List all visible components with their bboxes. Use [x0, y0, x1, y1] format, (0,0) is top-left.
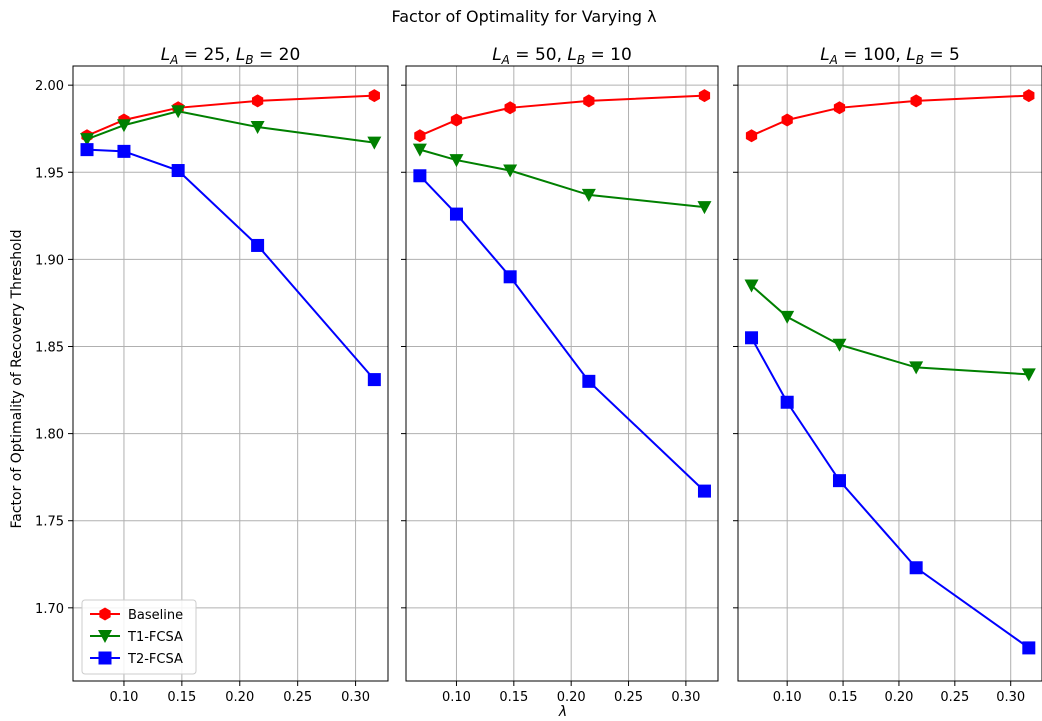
x-tick-label: 0.10 — [109, 690, 138, 705]
plot-frame — [737, 65, 1042, 682]
x-tick-label: 0.15 — [167, 690, 196, 705]
y-tick-label: 1.80 — [35, 428, 64, 443]
y-tick-label: 1.95 — [35, 166, 64, 181]
data-point-t1-fcsa — [1021, 368, 1036, 382]
data-point-baseline — [745, 129, 758, 143]
subplot-title: LA = 25, LB = 20 — [161, 45, 301, 67]
series-line-baseline — [419, 94, 705, 137]
data-point-t1-fcsa — [449, 154, 464, 168]
y-tick-label: 2.00 — [35, 79, 64, 94]
series-line-t1-fcsa — [86, 110, 375, 144]
data-point-baseline — [910, 94, 922, 108]
data-point-t1-fcsa — [503, 164, 518, 178]
data-point-t2-fcsa — [780, 395, 794, 409]
subplot-2: 0.10 0.15 0.20 0.25 0.30 LA = 50, LB = 10 — [401, 45, 719, 705]
y-axis-label: Factor of Optimality of Recovery Thresho… — [9, 229, 25, 528]
data-point-t1-fcsa — [80, 133, 95, 147]
x-tick-label: 0.10 — [442, 690, 471, 705]
data-point-baseline — [504, 101, 516, 115]
legend-label: T1-FCSA — [127, 630, 183, 645]
x-tick-label: 0.25 — [283, 690, 312, 705]
data-point-t2-fcsa — [697, 484, 711, 498]
x-axis-label: λ — [558, 704, 567, 720]
data-point-t1-fcsa — [367, 136, 382, 150]
y-tick-label: 1.75 — [35, 515, 64, 530]
data-point-baseline — [414, 129, 426, 143]
data-point-t2-fcsa — [1022, 641, 1036, 655]
data-point-t1-fcsa — [581, 188, 596, 202]
series-line-t2-fcsa — [419, 175, 706, 492]
data-point-t1-fcsa — [171, 105, 186, 119]
x-tick-label: 0.15 — [829, 690, 858, 705]
data-point-t1-fcsa — [697, 201, 712, 215]
data-point-baseline — [368, 89, 380, 103]
data-point-baseline — [583, 94, 595, 108]
x-tick-label: 0.25 — [940, 690, 969, 705]
data-point-t1-fcsa — [250, 120, 265, 134]
data-point-baseline — [833, 101, 846, 115]
x-tick-label: 0.30 — [341, 690, 370, 705]
data-point-t1-fcsa — [412, 143, 427, 157]
x-tick-label: 0.10 — [773, 690, 802, 705]
data-point-t2-fcsa — [171, 164, 185, 178]
series-line-t1-fcsa — [750, 284, 1029, 376]
data-point-baseline — [698, 89, 711, 103]
data-point-t2-fcsa — [449, 207, 463, 221]
subplot-title: LA = 50, LB = 10 — [492, 45, 632, 67]
data-point-t2-fcsa — [582, 374, 596, 388]
data-point-t2-fcsa — [80, 143, 94, 157]
data-point-baseline — [781, 113, 793, 127]
x-tick-label: 0.20 — [557, 690, 586, 705]
x-tick-label: 0.20 — [225, 690, 254, 705]
y-tick-label: 1.90 — [35, 253, 64, 268]
x-tick-label: 0.20 — [884, 690, 913, 705]
subplot-panels: 0.10 0.15 0.20 0.25 0.30 1.70 1.75 1.80 1.85 1.90… — [35, 45, 1042, 705]
x-tick-label: 0.30 — [671, 690, 700, 705]
data-point-t1-fcsa — [116, 119, 131, 133]
data-point-t1-fcsa — [744, 279, 759, 293]
subplot-title: LA = 100, LB = 5 — [820, 45, 960, 67]
figure-suptitle: Factor of Optimality for Varying λ — [391, 7, 656, 26]
y-tick-label: 1.70 — [35, 602, 64, 617]
data-point-t2-fcsa — [503, 270, 517, 284]
legend-marker — [98, 630, 112, 643]
data-point-t2-fcsa — [909, 561, 923, 575]
data-point-t2-fcsa — [745, 331, 759, 345]
x-tick-label: 0.25 — [614, 690, 643, 705]
y-tick-label: 1.85 — [35, 340, 64, 355]
series-line-baseline — [751, 94, 1029, 137]
subplot-3: 0.10 0.15 0.20 0.25 0.30 LA = 100, LB = 5 — [733, 45, 1042, 705]
data-point-baseline — [450, 113, 463, 127]
legend-label: Baseline — [128, 608, 183, 623]
data-point-t2-fcsa — [367, 373, 381, 387]
data-point-t2-fcsa — [251, 238, 265, 252]
legend-marker — [99, 607, 111, 621]
legend: Baseline T1-FCSA T2-FCSA — [81, 599, 197, 675]
data-point-t1-fcsa — [909, 361, 924, 375]
plot-frame — [72, 65, 389, 682]
legend-label: T2-FCSA — [127, 652, 183, 667]
data-point-baseline — [1023, 89, 1035, 103]
data-point-t2-fcsa — [413, 169, 427, 183]
data-point-baseline — [251, 94, 264, 108]
x-tick-label: 0.15 — [499, 690, 528, 705]
x-tick-label: 0.30 — [996, 690, 1025, 705]
plot-frame — [405, 65, 719, 682]
series-line-baseline — [86, 94, 375, 137]
series-line-t2-fcsa — [86, 148, 376, 381]
legend-marker — [98, 651, 112, 665]
data-point-t2-fcsa — [832, 474, 846, 488]
data-point-t1-fcsa — [780, 310, 795, 324]
series-line-t2-fcsa — [750, 337, 1030, 649]
series-line-t1-fcsa — [419, 148, 705, 209]
data-point-t1-fcsa — [832, 338, 847, 352]
data-point-t2-fcsa — [117, 144, 131, 158]
